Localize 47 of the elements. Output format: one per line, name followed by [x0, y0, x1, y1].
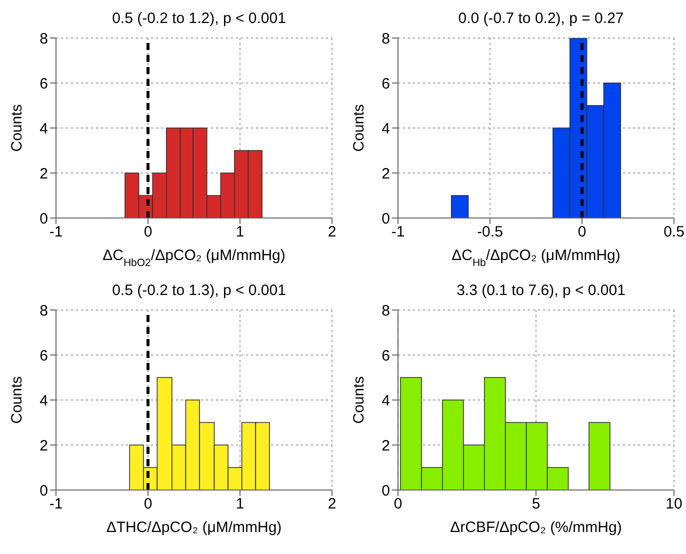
x-axis-title: ΔC$_{Hb}$/ΔpCO₂ (μM/mmHg)	[452, 247, 620, 269]
y-tick-label: 8	[40, 30, 48, 48]
x-tick-label: 2	[328, 224, 336, 241]
x-axis-title: ΔTHC/ΔpCO₂ (μM/mmHg)	[106, 519, 282, 536]
y-tick-label: 4	[382, 120, 390, 138]
x-tick-label: 2	[328, 496, 336, 513]
y-tick-label: 6	[382, 347, 390, 364]
x-tick-label: 0.5	[664, 224, 684, 241]
y-tick-label: 8	[40, 302, 48, 320]
y-tick-label: 8	[382, 30, 390, 48]
x-tick-label: 1	[236, 224, 244, 241]
x-axis-title: ΔrCBF/ΔpCO₂ (%/mmHg)	[450, 519, 622, 536]
y-axis-title: Counts	[350, 376, 368, 424]
x-axis-title: ΔC$_{HbO2}$/ΔpCO₂ (μM/mmHg)	[102, 247, 286, 269]
x-tick-label: 0	[578, 224, 586, 241]
y-tick-label: 6	[382, 75, 390, 92]
y-axis-title: Counts	[8, 376, 26, 424]
x-tick-label: -1	[391, 224, 405, 241]
chart-title: 0.5 (-0.2 to 1.3), p < 0.001	[111, 281, 287, 301]
y-tick-label: 6	[40, 75, 48, 92]
x-tick-label: 0	[144, 224, 152, 241]
x-tick-label: -0.5	[477, 224, 503, 241]
y-tick-label: 0	[382, 482, 390, 500]
y-tick-label: 2	[40, 165, 48, 182]
y-tick-label: 4	[40, 392, 48, 410]
x-tick-label: 5	[532, 496, 540, 513]
y-tick-label: 4	[40, 120, 48, 138]
y-tick-label: 2	[40, 437, 48, 454]
chart-title: 0.0 (-0.7 to 0.2), p = 0.27	[457, 9, 625, 29]
x-tick-label: -1	[49, 496, 63, 513]
y-axis-title: Counts	[350, 104, 368, 152]
y-tick-label: 0	[40, 210, 48, 228]
x-tick-label: -1	[49, 224, 63, 241]
chart-title: 0.5 (-0.2 to 1.2), p < 0.001	[111, 9, 287, 29]
y-tick-label: 0	[382, 210, 390, 228]
y-tick-label: 0	[40, 482, 48, 500]
y-tick-label: 4	[382, 392, 390, 410]
x-tick-label: 0	[394, 496, 402, 513]
chart-title: 3.3 (0.1 to 7.6), p < 0.001	[456, 281, 626, 301]
x-tick-label: 1	[236, 496, 244, 513]
y-tick-label: 8	[382, 302, 390, 320]
y-tick-label: 6	[40, 347, 48, 364]
y-tick-label: 2	[382, 437, 390, 454]
x-tick-label: 10	[666, 496, 682, 513]
y-axis-title: Counts	[8, 104, 26, 152]
x-tick-label: 0	[144, 496, 152, 513]
y-tick-label: 2	[382, 165, 390, 182]
